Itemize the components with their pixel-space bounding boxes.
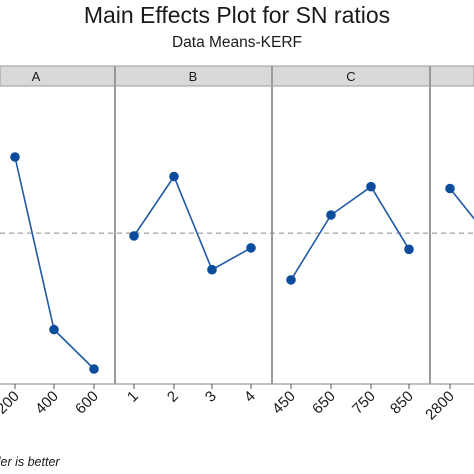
x-tick-label-panel-3-3: 750	[349, 388, 379, 418]
x-tick-label-panel-1-1: 200	[0, 388, 23, 418]
data-point-panel-1-2	[49, 324, 59, 335]
data-point-panel-2-3	[207, 264, 217, 275]
data-point-panel-1-1	[10, 152, 20, 162]
x-tick-label-panel-2-4: 4	[241, 388, 259, 406]
x-tick-label-panel-1-3: 600	[72, 388, 102, 418]
data-point-panel-1-3	[89, 364, 99, 374]
x-tick-label-panel-1-2: 400	[32, 388, 62, 418]
x-tick-label-panel-2-1: 1	[124, 388, 142, 406]
chart-footnote: aller is better	[0, 455, 60, 469]
series-line-panel-4	[449, 188, 474, 220]
data-point-panel-2-2	[169, 171, 179, 182]
data-point-panel-3-1	[286, 275, 296, 285]
x-tick-label-panel-2-3: 3	[202, 388, 220, 406]
chart-title: Main Effects Plot for SN ratios	[83, 2, 391, 28]
data-point-panel-3-2	[326, 210, 336, 220]
panel-strip-background	[0, 65, 474, 87]
series-line-panel-3	[290, 185, 410, 281]
data-point-panel-2-1	[129, 231, 139, 241]
panel-label-c: C	[346, 69, 355, 84]
series-line-panel-1	[14, 156, 95, 370]
panel-label-b: B	[189, 69, 198, 84]
data-point-panel-3-3	[366, 181, 376, 192]
x-tick-label-panel-3-2: 650	[309, 388, 339, 418]
chart-subtitle: Data Means-KERF	[171, 34, 303, 51]
data-point-panel-4-1	[445, 183, 455, 194]
x-tick-label-panel-2-2: 2	[164, 388, 182, 406]
x-tick-label-panel-3-1: 450	[269, 388, 299, 418]
data-point-panel-2-4	[246, 243, 256, 253]
x-tick-label-panel-4-1: 2800	[422, 388, 458, 424]
series-line-panel-2	[133, 174, 252, 271]
data-point-panel-3-4	[404, 244, 414, 255]
x-tick-label-panel-3-4: 850	[387, 388, 417, 418]
panel-label-a: A	[32, 69, 41, 84]
